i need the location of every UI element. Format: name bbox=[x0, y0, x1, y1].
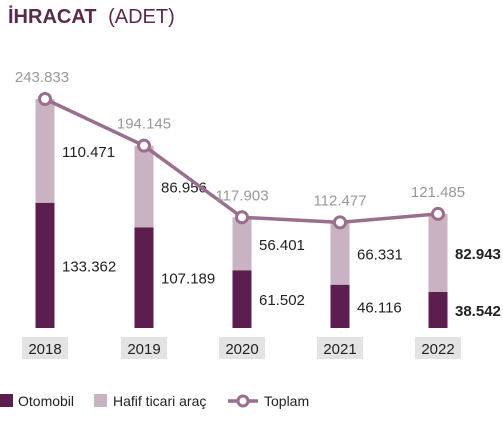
legend: Otomobil Hafif ticari araç Toplam bbox=[0, 393, 309, 409]
category-box-2019 bbox=[121, 337, 167, 359]
total-point-2020 bbox=[235, 210, 249, 225]
category-box-2020 bbox=[219, 337, 265, 359]
label-otomobil-2018: 133.362 bbox=[62, 258, 116, 275]
legend-swatch-hafif-ticari bbox=[94, 394, 107, 407]
total-point-2019 bbox=[137, 138, 151, 153]
label-hafif-ticari-2022: 82.943 bbox=[455, 246, 501, 263]
total-point-2018 bbox=[38, 92, 52, 106]
total-label-2022: 121.485 bbox=[411, 184, 465, 201]
total-label-2020: 117.903 bbox=[215, 187, 268, 204]
legend-label-toplam: Toplam bbox=[264, 393, 309, 409]
bar-hafif-ticari-2020 bbox=[232, 217, 252, 271]
bar-otomobil-2019 bbox=[134, 227, 154, 328]
bar-otomobil-2018 bbox=[35, 202, 55, 328]
bar-otomobil-2020 bbox=[232, 270, 252, 328]
category-label-2019: 2019 bbox=[127, 341, 160, 358]
bar-hafif-ticari-2019 bbox=[134, 145, 154, 228]
total-line-layer: 243.833 194.145 117.903 112.477 121.485 bbox=[15, 69, 465, 230]
chart-title: İHRACAT (ADET) bbox=[8, 5, 175, 28]
legend-swatch-otomobil bbox=[0, 394, 13, 407]
legend-label-hafif-ticari: Hafif ticari araç bbox=[113, 393, 206, 409]
chart-title-main: İHRACAT bbox=[8, 5, 97, 28]
label-otomobil-2020: 61.502 bbox=[259, 292, 305, 309]
bar-hafif-ticari-2021 bbox=[330, 222, 350, 285]
category-label-2021: 2021 bbox=[323, 341, 356, 358]
total-label-2018: 243.833 bbox=[15, 69, 69, 86]
category-box-2022 bbox=[415, 337, 461, 359]
label-otomobil-2022: 38.542 bbox=[455, 303, 501, 320]
category-label-2018: 2018 bbox=[28, 341, 61, 358]
bar-otomobil-2022 bbox=[428, 291, 448, 328]
category-label-2022: 2022 bbox=[421, 341, 454, 358]
label-hafif-ticari-2021: 66.331 bbox=[357, 247, 403, 264]
label-hafif-ticari-2018: 110.471 bbox=[62, 144, 115, 161]
category-label-2020: 2020 bbox=[225, 341, 258, 358]
total-point-2022 bbox=[431, 206, 445, 221]
total-point-2021 bbox=[333, 215, 347, 230]
category-labels: 2018 2019 2020 2021 2022 bbox=[22, 337, 461, 359]
label-otomobil-2019: 107.189 bbox=[161, 271, 215, 288]
label-hafif-ticari-2020: 56.401 bbox=[259, 237, 305, 254]
legend-marker-toplam bbox=[236, 394, 250, 408]
bar-hafif-ticari-2018 bbox=[35, 99, 55, 203]
total-label-2019: 194.145 bbox=[117, 116, 171, 133]
bar-otomobil-2021 bbox=[330, 284, 350, 328]
bar-hafif-ticari-2022 bbox=[428, 213, 448, 292]
legend-label-otomobil: Otomobil bbox=[18, 393, 74, 409]
category-box-2021 bbox=[317, 337, 363, 359]
category-box-2018 bbox=[22, 337, 68, 359]
total-label-2021: 112.477 bbox=[313, 192, 366, 209]
chart-title-unit: (ADET) bbox=[108, 6, 175, 28]
label-otomobil-2021: 46.116 bbox=[357, 299, 402, 316]
